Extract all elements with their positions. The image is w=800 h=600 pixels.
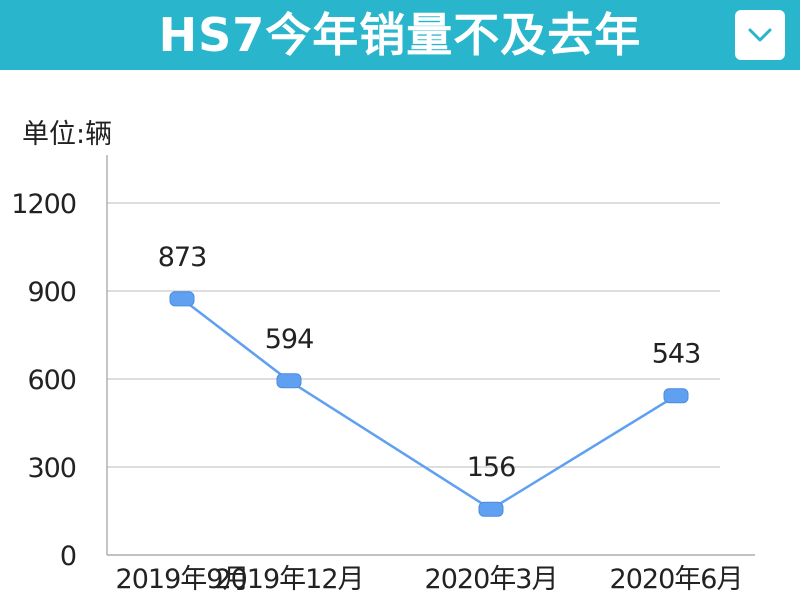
y-tick-label-0: 0: [60, 541, 76, 572]
data-point-marker: [663, 388, 689, 404]
dropdown-button[interactable]: [735, 10, 785, 60]
series-line: [181, 297, 677, 511]
data-point-marker: [478, 501, 504, 517]
page-title: HS7今年销量不及去年: [158, 8, 642, 62]
y-tick-label-600: 600: [27, 365, 76, 396]
header-bar: [0, 0, 800, 70]
y-tick-label-1200: 1200: [11, 189, 76, 220]
unit-label: 单位:辆: [22, 119, 113, 150]
chevron-down-icon: [748, 28, 772, 42]
data-label: 594: [265, 324, 314, 355]
y-tick-label-900: 900: [27, 277, 76, 308]
y-tick-label-300: 300: [27, 453, 76, 484]
x-tick-label: 2019年12月: [214, 564, 363, 595]
x-tick-label: 2020年3月: [425, 564, 558, 595]
data-label: 873: [158, 242, 207, 273]
data-point-marker: [169, 291, 195, 307]
data-label: 543: [652, 339, 701, 370]
x-tick-label: 2019年9月: [116, 564, 249, 595]
data-label: 156: [467, 452, 516, 483]
x-tick-label: 2020年6月: [610, 564, 743, 595]
data-point-marker: [276, 373, 302, 389]
